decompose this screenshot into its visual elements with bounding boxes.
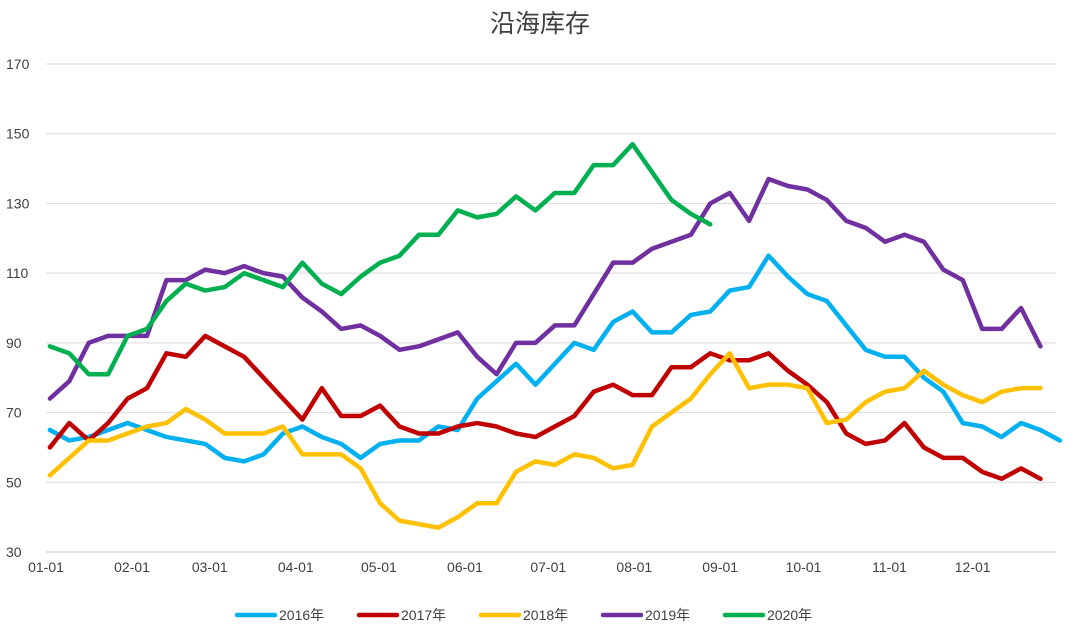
legend: 2016年 2017年 2018年 2019年 2020年 [234,607,812,623]
y-tick-label: 150 [6,126,30,142]
series-line-2018年 [47,351,1043,530]
y-tick-label: 130 [6,195,30,211]
x-tick-label: 09-01 [702,559,738,575]
x-tick-label: 07-01 [530,559,566,575]
x-axis-tick-labels: 01-01 02-01 03-01 04-01 05-01 06-01 07-01 08-01… [28,559,991,575]
legend-label: 2020年 [767,607,812,623]
legend-label: 2017年 [401,607,446,623]
x-tick-label: 08-01 [616,559,652,575]
series-line-2020年 [47,141,713,377]
y-tick-label: 170 [6,56,30,72]
x-tick-label: 10-01 [786,559,822,575]
x-tick-label: 04-01 [278,559,314,575]
x-tick-label: 11-01 [872,559,907,575]
chart-title: 沿海库存 [489,9,590,38]
x-tick-label: 02-01 [114,559,150,575]
y-tick-label: 110 [6,265,29,281]
legend-label: 2016年 [279,607,324,623]
y-tick-label: 50 [6,474,22,490]
x-tick-label: 03-01 [192,559,228,575]
legend-label: 2018年 [523,607,568,623]
x-tick-label: 12-01 [955,559,991,575]
series-line-2016年 [47,253,1063,464]
y-tick-label: 30 [6,544,22,560]
series-line-2017年 [47,333,1043,482]
series-lines [47,141,1063,530]
series-line-2019年 [47,176,1043,401]
x-tick-label: 05-01 [361,559,397,575]
y-tick-label: 90 [6,335,22,351]
y-tick-label: 70 [6,405,22,421]
legend-label: 2019年 [645,607,690,623]
x-tick-label: 01-01 [28,559,64,575]
y-axis-tick-labels: 30 50 70 90 110 130 150 170 [6,56,30,560]
x-tick-label: 06-01 [447,559,483,575]
grid-lines [46,63,1056,553]
